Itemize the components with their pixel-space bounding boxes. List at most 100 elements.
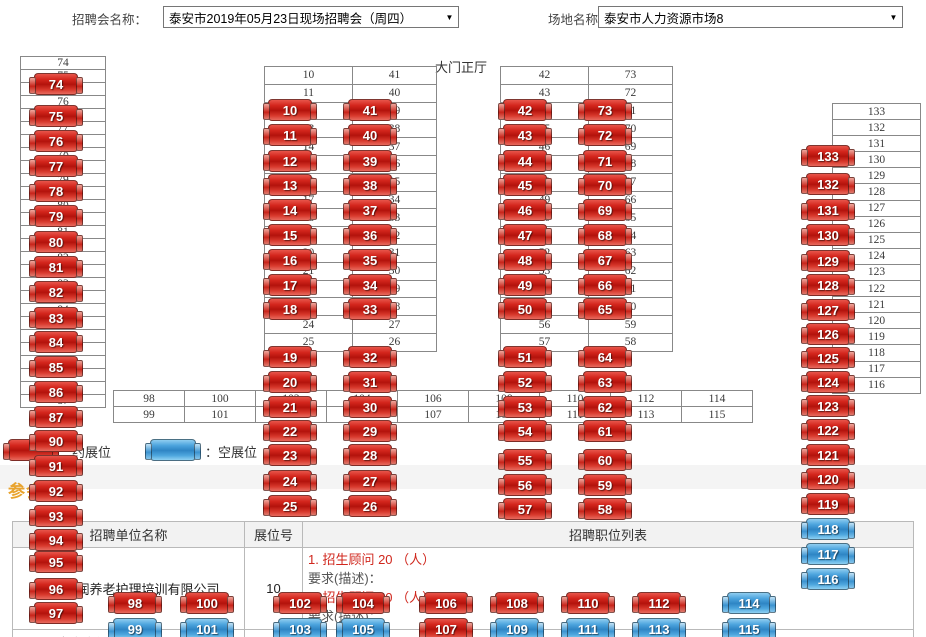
booth-20[interactable]: 20 <box>263 371 317 393</box>
booth-115[interactable]: 115 <box>722 618 776 637</box>
booth-27[interactable]: 27 <box>343 470 397 492</box>
booth-84[interactable]: 84 <box>29 331 83 353</box>
booth-46[interactable]: 46 <box>498 199 552 221</box>
booth-118[interactable]: 118 <box>801 518 855 540</box>
booth-60[interactable]: 60 <box>578 449 632 471</box>
booth-114[interactable]: 114 <box>722 592 776 614</box>
booth-117[interactable]: 117 <box>801 543 855 565</box>
booth-24[interactable]: 24 <box>263 470 317 492</box>
booth-107[interactable]: 107 <box>419 618 473 637</box>
booth-59[interactable]: 59 <box>578 474 632 496</box>
booth-94[interactable]: 94 <box>29 529 83 551</box>
booth-69[interactable]: 69 <box>578 199 632 221</box>
booth-122[interactable]: 122 <box>801 419 855 441</box>
booth-95[interactable]: 95 <box>29 551 83 573</box>
booth-70[interactable]: 70 <box>578 174 632 196</box>
booth-11[interactable]: 11 <box>263 124 317 146</box>
booth-71[interactable]: 71 <box>578 150 632 172</box>
booth-29[interactable]: 29 <box>343 420 397 442</box>
booth-41[interactable]: 41 <box>343 99 397 121</box>
booth-110[interactable]: 110 <box>561 592 615 614</box>
booth-81[interactable]: 81 <box>29 256 83 278</box>
booth-79[interactable]: 79 <box>29 205 83 227</box>
booth-123[interactable]: 123 <box>801 395 855 417</box>
booth-74[interactable]: 74 <box>29 73 83 95</box>
booth-99[interactable]: 99 <box>108 618 162 637</box>
booth-21[interactable]: 21 <box>263 396 317 418</box>
booth-45[interactable]: 45 <box>498 174 552 196</box>
booth-30[interactable]: 30 <box>343 396 397 418</box>
venue-name-select[interactable]: 泰安市人力资源市场8 ▼ <box>598 6 903 28</box>
booth-26[interactable]: 26 <box>343 495 397 517</box>
booth-130[interactable]: 130 <box>801 224 855 246</box>
booth-13[interactable]: 13 <box>263 174 317 196</box>
booth-85[interactable]: 85 <box>29 356 83 378</box>
booth-64[interactable]: 64 <box>578 346 632 368</box>
chevron-down-icon[interactable]: ▼ <box>889 12 898 22</box>
booth-119[interactable]: 119 <box>801 493 855 515</box>
booth-97[interactable]: 97 <box>29 602 83 624</box>
booth-23[interactable]: 23 <box>263 444 317 466</box>
booth-52[interactable]: 52 <box>498 371 552 393</box>
booth-34[interactable]: 34 <box>343 274 397 296</box>
booth-56[interactable]: 56 <box>498 474 552 496</box>
booth-55[interactable]: 55 <box>498 449 552 471</box>
booth-98[interactable]: 98 <box>108 592 162 614</box>
booth-10[interactable]: 10 <box>263 99 317 121</box>
booth-131[interactable]: 131 <box>801 199 855 221</box>
booth-36[interactable]: 36 <box>343 224 397 246</box>
booth-73[interactable]: 73 <box>578 99 632 121</box>
booth-132[interactable]: 132 <box>801 173 855 195</box>
booth-37[interactable]: 37 <box>343 199 397 221</box>
booth-22[interactable]: 22 <box>263 420 317 442</box>
booth-96[interactable]: 96 <box>29 578 83 600</box>
booth-28[interactable]: 28 <box>343 444 397 466</box>
booth-109[interactable]: 109 <box>490 618 544 637</box>
booth-14[interactable]: 14 <box>263 199 317 221</box>
booth-133[interactable]: 133 <box>801 145 855 167</box>
booth-72[interactable]: 72 <box>578 124 632 146</box>
booth-75[interactable]: 75 <box>29 105 83 127</box>
booth-58[interactable]: 58 <box>578 498 632 520</box>
fair-name-select[interactable]: 泰安市2019年05月23日现场招聘会（周四） ▼ <box>163 6 459 28</box>
booth-106[interactable]: 106 <box>419 592 473 614</box>
booth-53[interactable]: 53 <box>498 396 552 418</box>
booth-19[interactable]: 19 <box>263 346 317 368</box>
booth-127[interactable]: 127 <box>801 299 855 321</box>
booth-48[interactable]: 48 <box>498 249 552 271</box>
booth-112[interactable]: 112 <box>632 592 686 614</box>
booth-12[interactable]: 12 <box>263 150 317 172</box>
booth-93[interactable]: 93 <box>29 505 83 527</box>
booth-62[interactable]: 62 <box>578 396 632 418</box>
booth-66[interactable]: 66 <box>578 274 632 296</box>
booth-57[interactable]: 57 <box>498 498 552 520</box>
booth-78[interactable]: 78 <box>29 180 83 202</box>
booth-116[interactable]: 116 <box>801 568 855 590</box>
booth-49[interactable]: 49 <box>498 274 552 296</box>
booth-91[interactable]: 91 <box>29 455 83 477</box>
booth-42[interactable]: 42 <box>498 99 552 121</box>
booth-39[interactable]: 39 <box>343 150 397 172</box>
booth-83[interactable]: 83 <box>29 307 83 329</box>
booth-18[interactable]: 18 <box>263 298 317 320</box>
booth-68[interactable]: 68 <box>578 224 632 246</box>
booth-113[interactable]: 113 <box>632 618 686 637</box>
booth-80[interactable]: 80 <box>29 231 83 253</box>
booth-47[interactable]: 47 <box>498 224 552 246</box>
booth-126[interactable]: 126 <box>801 323 855 345</box>
booth-25[interactable]: 25 <box>263 495 317 517</box>
booth-102[interactable]: 102 <box>273 592 327 614</box>
booth-76[interactable]: 76 <box>29 130 83 152</box>
booth-120[interactable]: 120 <box>801 468 855 490</box>
booth-33[interactable]: 33 <box>343 298 397 320</box>
booth-44[interactable]: 44 <box>498 150 552 172</box>
booth-87[interactable]: 87 <box>29 406 83 428</box>
booth-128[interactable]: 128 <box>801 274 855 296</box>
chevron-down-icon[interactable]: ▼ <box>445 12 454 22</box>
booth-67[interactable]: 67 <box>578 249 632 271</box>
booth-101[interactable]: 101 <box>180 618 234 637</box>
booth-82[interactable]: 82 <box>29 281 83 303</box>
booth-17[interactable]: 17 <box>263 274 317 296</box>
booth-32[interactable]: 32 <box>343 346 397 368</box>
booth-92[interactable]: 92 <box>29 480 83 502</box>
